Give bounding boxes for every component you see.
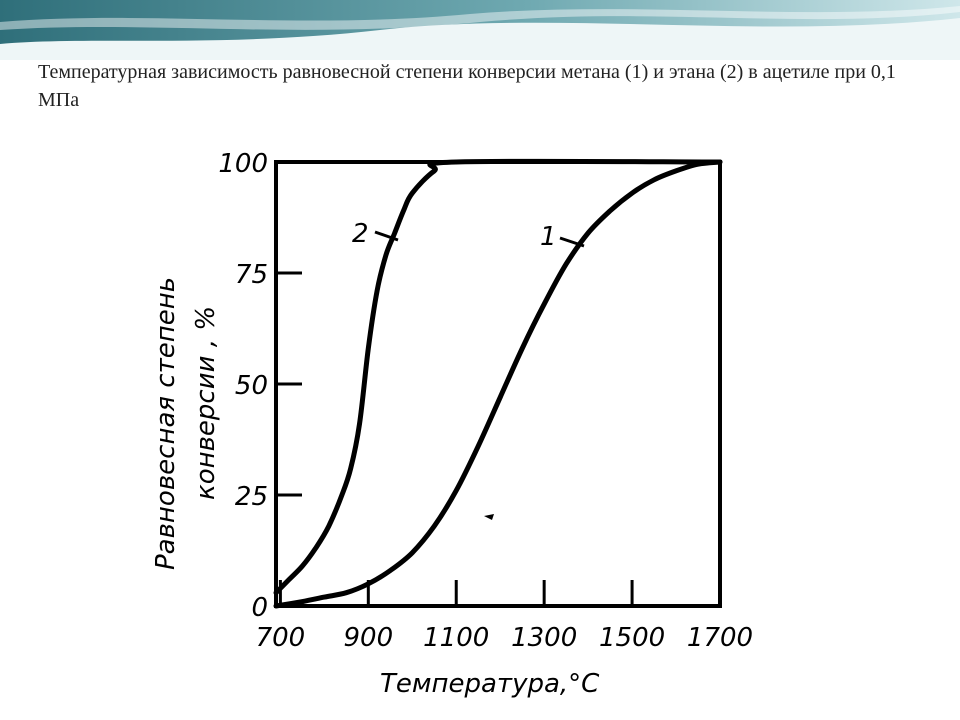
curve-1-leader: [559, 236, 585, 248]
x-tick-label: 1700: [687, 623, 753, 653]
slide-title: Температурная зависимость равновесной ст…: [38, 61, 896, 111]
x-tick-label: 1100: [423, 623, 489, 653]
y-axis-label-line1: Равновесная степень: [151, 277, 181, 570]
series-line-1: [273, 159, 723, 609]
y-tick-label: 100: [218, 149, 268, 179]
decorative-wave-banner: [0, 0, 960, 60]
y-tick-label: 25: [235, 482, 268, 512]
x-tick-label: 900: [343, 623, 393, 653]
x-tick-labels: 700 900 1100 1300 1500 1700: [256, 623, 754, 653]
x-tick-label: 1500: [599, 623, 665, 653]
x-tick-label: 700: [256, 623, 306, 653]
stray-mark: [484, 514, 494, 520]
y-tick-labels: 0 25 50 75 100: [218, 149, 268, 623]
curve-label-1: 1: [540, 222, 557, 252]
curve-2-leader: [374, 230, 399, 242]
x-axis-label: Температура,°С: [380, 669, 600, 699]
plot-frame: [274, 160, 722, 608]
y-tick-label: 50: [235, 371, 268, 401]
curve-label-2: 2: [352, 219, 369, 249]
y-axis-label-line2: конверсии , %: [191, 306, 221, 500]
y-tick-label: 75: [235, 260, 268, 290]
axis-ticks: [276, 271, 634, 606]
banner-wave: [0, 0, 960, 44]
y-tick-label: 0: [251, 593, 268, 623]
series-line-2: [273, 158, 723, 596]
banner-wave-highlight: [0, 6, 960, 30]
x-tick-label: 1300: [511, 623, 577, 653]
